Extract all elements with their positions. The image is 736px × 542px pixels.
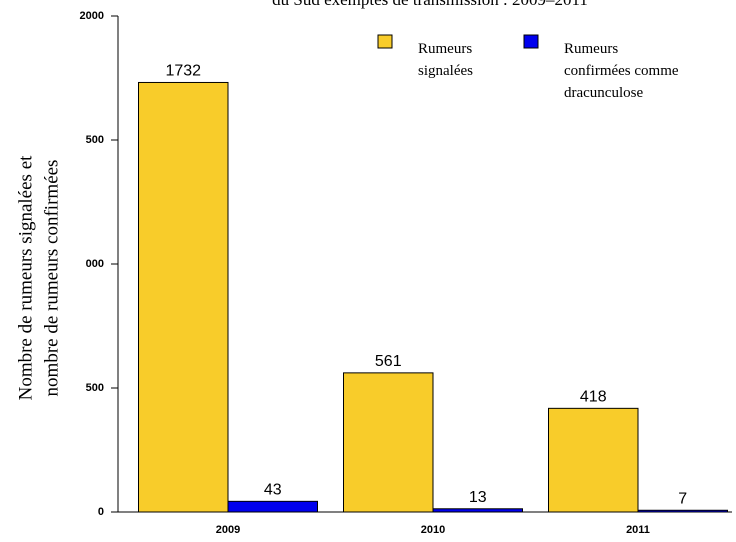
y-axis-title: Nombre de rumeurs signalées et nombre de…: [15, 155, 62, 401]
legend-label: Rumeurs signalées: [418, 41, 473, 79]
bar: [548, 407, 639, 513]
legend-swatch: [523, 34, 539, 49]
y-tick-label: 500: [86, 134, 104, 146]
data-label: 561: [375, 353, 402, 370]
chart-title: du Sud exemptés de transmission : 2009–2…: [272, 0, 588, 9]
y-axis-title-line: nombre de rumeurs confirmées: [41, 160, 62, 397]
bar: [138, 81, 229, 513]
data-label: 43: [264, 482, 282, 499]
bar: [343, 372, 434, 513]
bar: [637, 509, 728, 513]
y-tick-label: 500: [86, 382, 104, 394]
x-tick-label: 2009: [216, 524, 240, 536]
x-tick-label: 2011: [626, 524, 650, 536]
data-label: 1732: [165, 63, 201, 80]
bar: [432, 508, 523, 513]
data-label: 13: [469, 489, 487, 506]
legend-label: Rumeurs confirmées comme dracunculose: [564, 41, 679, 101]
y-tick-label: 2000: [80, 10, 104, 22]
bar: [227, 500, 318, 513]
y-tick-label: 000: [86, 258, 104, 270]
y-tick-label: 0: [98, 506, 104, 518]
data-label: 418: [580, 389, 607, 406]
data-label: 7: [678, 490, 687, 507]
x-tick-label: 2010: [421, 524, 445, 536]
legend-swatch: [377, 34, 393, 49]
y-axis-title-line: Nombre de rumeurs signalées et: [15, 155, 36, 401]
